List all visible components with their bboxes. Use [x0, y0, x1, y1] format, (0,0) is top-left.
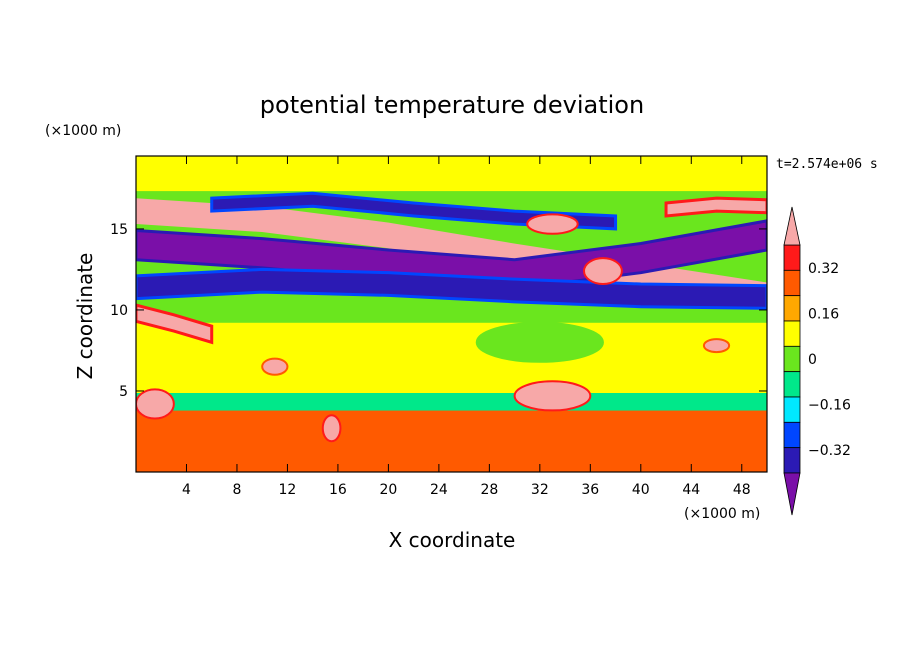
colorbar: 0.32 0.16 0 −0.16 −0.32 [783, 206, 851, 516]
colorbar-tick-label: 0.32 [808, 261, 839, 277]
field-row [136, 340, 767, 350]
y-unit-label: (×1000 m) [45, 123, 121, 139]
x-tick-label: 36 [581, 482, 599, 498]
field-row [136, 410, 767, 420]
x-tick-label: 24 [430, 482, 448, 498]
y-tick-label: 10 [110, 303, 128, 319]
colorbar-segment [783, 447, 801, 474]
field-row [136, 173, 767, 183]
colorbar-tick-label: 0 [808, 352, 817, 368]
field-row [136, 428, 767, 438]
heatmap-field [136, 156, 767, 472]
field-row [136, 191, 767, 201]
x-tick-label: 44 [682, 482, 700, 498]
colorbar-segment [783, 320, 801, 347]
field-row [136, 445, 767, 456]
field-row [136, 217, 767, 227]
x-tick-label: 40 [632, 482, 650, 498]
field-row [136, 401, 767, 412]
field-row [136, 314, 767, 324]
field-row [136, 182, 767, 192]
colorbar-segment [783, 244, 801, 271]
x-axis-label: X coordinate [389, 528, 516, 552]
field-row [136, 393, 767, 403]
x-unit-label: (×1000 m) [684, 506, 760, 522]
field-row [136, 156, 767, 166]
colorbar-segment [783, 396, 801, 423]
contour-blob [261, 357, 289, 376]
contour-blob [526, 213, 579, 235]
colorbar-tick-label: 0.16 [808, 306, 839, 322]
y-tick-label: 5 [119, 384, 128, 400]
field-row [136, 357, 767, 368]
x-tick-label: 28 [480, 482, 498, 498]
colorbar-segment [783, 371, 801, 398]
colorbar-segment [783, 421, 801, 449]
field-row [136, 384, 767, 394]
contour-band [136, 267, 767, 310]
contour-blob [583, 257, 623, 286]
contour-blob [475, 321, 604, 363]
y-axis: 5 10 15 [110, 222, 767, 400]
x-tick-label: 8 [232, 482, 241, 498]
field-row [136, 296, 767, 306]
colorbar-segment [783, 345, 801, 373]
field-row [136, 305, 767, 315]
contour-blob [513, 380, 592, 412]
field-row [136, 463, 767, 472]
colorbar-tick-label: −0.16 [808, 398, 851, 414]
field-row [136, 375, 767, 385]
field-row [136, 366, 767, 377]
x-axis: 4 8 12 16 20 24 28 32 36 40 44 48 [182, 156, 751, 498]
x-tick-label: 20 [379, 482, 397, 498]
x-tick-label: 16 [329, 482, 347, 498]
field-row [136, 322, 767, 333]
field-row [136, 454, 767, 464]
contour-blob [136, 388, 175, 420]
plot-frame [135, 155, 768, 473]
contour-blob [321, 414, 342, 443]
x-tick-label: 12 [279, 482, 297, 498]
contour-band [664, 196, 767, 218]
contour-band [210, 191, 618, 231]
x-tick-label: 32 [531, 482, 549, 498]
y-axis-label: Z coordinate [73, 253, 97, 380]
contour-band [136, 303, 214, 345]
x-tick-label: 4 [182, 482, 191, 498]
colorbar-max-arrow [783, 206, 801, 246]
field-row [136, 436, 767, 447]
contour-blob [702, 338, 731, 354]
x-tick-label: 48 [733, 482, 751, 498]
field-row [136, 419, 767, 429]
field-row [136, 164, 767, 175]
colorbar-tick-label: −0.32 [808, 443, 851, 459]
colorbar-segment [783, 295, 801, 322]
chart-title: potential temperature deviation [260, 91, 644, 119]
colorbar-segment [783, 269, 801, 297]
time-label: t=2.574e+06 s [776, 157, 878, 172]
field-row [136, 226, 767, 236]
field-row [136, 349, 767, 359]
colorbar-min-arrow [783, 472, 801, 516]
field-row [136, 331, 767, 341]
y-tick-label: 15 [110, 222, 128, 238]
